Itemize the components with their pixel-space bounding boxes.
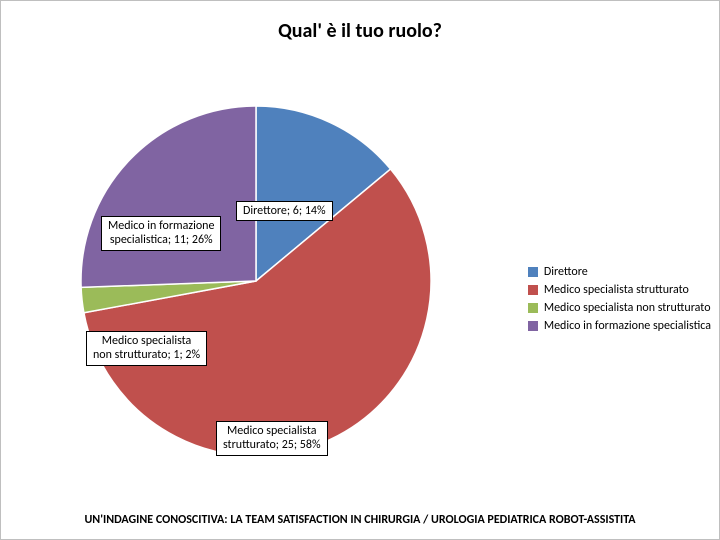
pie-slice	[81, 106, 256, 287]
legend-item: Direttore	[528, 265, 711, 279]
legend: Direttore Medico specialista strutturato M…	[528, 261, 711, 337]
legend-label: Direttore	[544, 265, 588, 279]
legend-label: Medico specialista strutturato	[544, 283, 689, 297]
footer-text: UN'INDAGINE CONOSCITIVA: LA TEAM SATISFA…	[1, 513, 719, 527]
legend-label: Medico in formazione specialistica	[544, 319, 711, 333]
legend-swatch	[528, 285, 538, 295]
legend-item: Medico specialista strutturato	[528, 283, 711, 297]
slide: Qual' è il tuo ruolo? Direttore; 6; 14% M…	[0, 0, 720, 540]
chart-area: Direttore; 6; 14% Medico in formazione sp…	[1, 51, 720, 481]
legend-swatch	[528, 303, 538, 313]
data-label: Medico specialista non strutturato; 1; 2…	[86, 331, 207, 366]
data-label: Medico in formazione specialistica; 11; …	[101, 216, 221, 251]
legend-item: Medico specialista non strutturato	[528, 301, 711, 315]
legend-label: Medico specialista non strutturato	[544, 301, 711, 315]
data-label: Direttore; 6; 14%	[236, 201, 333, 221]
legend-swatch	[528, 267, 538, 277]
chart-title: Qual' è il tuo ruolo?	[1, 19, 719, 43]
legend-swatch	[528, 321, 538, 331]
legend-item: Medico in formazione specialistica	[528, 319, 711, 333]
data-label: Medico specialista strutturato; 25; 58%	[216, 421, 328, 456]
